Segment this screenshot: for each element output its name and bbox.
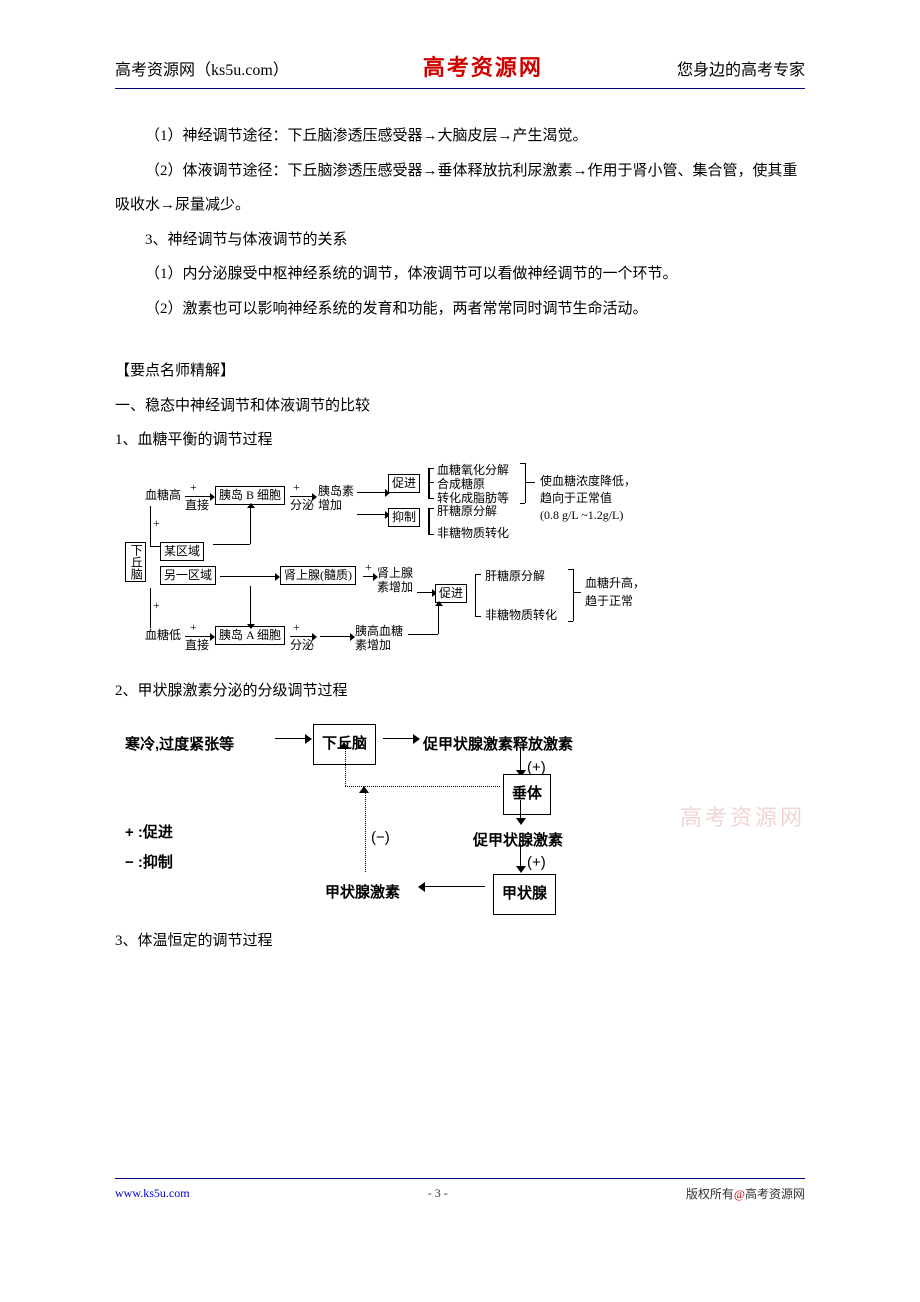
d2-cuts: 促甲状腺激素 [473, 824, 563, 859]
d1-arrow [150, 546, 160, 547]
d1-zhijie1: 直接 [185, 498, 209, 514]
d1-plus2: + [293, 480, 300, 496]
d2-cutsh: 促甲状腺激素释放激素 [423, 728, 573, 763]
d1-zhijie2: 直接 [185, 638, 209, 654]
d1-zengjia1: 增加 [318, 498, 342, 514]
d1-shidi: 使血糖浓度降低， [540, 474, 636, 490]
footer-copyright: 版权所有@高考资源网 [686, 1185, 805, 1202]
para-1: （1）神经调节途径：下丘脑渗透压感受器→大脑皮层→产生渴觉。 [115, 119, 805, 154]
d1-xuetangdi: 血糖低 [145, 628, 181, 644]
section-title-2: 一、稳态中神经调节和体液调节的比较 [115, 389, 805, 424]
watermark: 高考资源网 [680, 800, 805, 832]
d1-plus6: + [190, 620, 197, 636]
d1-ganfenjie1: 肝糖原分解 [437, 504, 497, 520]
d2-legend-minus: − :抑制 [125, 846, 173, 881]
d1-plus7: + [293, 620, 300, 636]
d1-range: (0.8 g/L ~1.2g/L) [540, 508, 623, 524]
para-5: （2）激素也可以影响神经系统的发育和功能，两者常常同时调节生命活动。 [115, 292, 805, 327]
d1-feitang2: 非糖物质转化 [485, 608, 557, 624]
section-title-1: 【要点名师精解】 [115, 354, 805, 389]
page-header: 高考资源网（ks5u.com） 高考资源网 您身边的高考专家 [115, 50, 805, 89]
d1-xiaqiunao: 下丘脑 [125, 542, 146, 582]
d1-quzheng: 趋于正常 [585, 594, 633, 610]
para-3: 3、神经调节与体液调节的关系 [115, 223, 805, 258]
d2-minus: (−) [371, 821, 390, 856]
d1-ganfenjie2: 肝糖原分解 [485, 569, 545, 585]
d1-xuetanggao: 血糖高 [145, 488, 181, 504]
d2-hanlen: 寒冷,过度紧张等 [125, 728, 234, 763]
d2-chuiti: 垂体 [503, 774, 551, 815]
d1-lingquyu: 另一区域 [160, 566, 216, 586]
footer-page-number: - 3 - [428, 1186, 448, 1201]
header-left: 高考资源网（ks5u.com） [115, 56, 289, 80]
d1-mouquyu: 某区域 [160, 542, 204, 562]
content: （1）神经调节途径：下丘脑渗透压感受器→大脑皮层→产生渴觉。 （2）体液调节途径… [115, 119, 805, 959]
diagram-blood-sugar: 血糖高 + 直接 胰岛 B 细胞 + 分泌 胰岛素 增加 促进 抑制 血糖氧化分… [115, 466, 805, 666]
d1-suzengjia2: 素增加 [355, 638, 391, 654]
d1-suzengjia: 素增加 [377, 580, 413, 596]
d1-fenmi1: 分泌 [290, 498, 314, 514]
d1-yizhi: 抑制 [388, 508, 420, 528]
d1-cujin1: 促进 [388, 474, 420, 494]
d1-shenggao: 血糖升高， [585, 576, 645, 592]
para-2: （2）体液调节途径：下丘脑渗透压感受器→垂体释放抗利尿激素→作用于肾小管、集合管… [115, 154, 805, 223]
d1-plus3: + [153, 516, 160, 532]
d1-plus4: + [153, 598, 160, 614]
d1-shenshang: 肾上腺(髓质) [280, 566, 356, 586]
d1-feitang1: 非糖物质转化 [437, 526, 509, 542]
heading-2: 2、甲状腺激素分泌的分级调节过程 [115, 674, 805, 709]
heading-1: 1、血糖平衡的调节过程 [115, 423, 805, 458]
page-footer: www.ks5u.com - 3 - 版权所有@高考资源网 [115, 1178, 805, 1202]
d1-quxiang: 趋向于正常值 [540, 491, 612, 507]
header-right: 您身边的高考专家 [677, 56, 805, 80]
header-center: 高考资源网 [423, 50, 543, 82]
d1-plus1: + [190, 480, 197, 496]
footer-url: www.ks5u.com [115, 1186, 190, 1201]
d1-fenmi2: 分泌 [290, 638, 314, 654]
d2-jiazx: 甲状腺 [493, 874, 556, 915]
d1-plus5: + [365, 560, 372, 576]
heading-3: 3、体温恒定的调节过程 [115, 924, 805, 959]
para-4: （1）内分泌腺受中枢神经系统的调节，体液调节可以看做神经调节的一个环节。 [115, 257, 805, 292]
d2-jiazxjs: 甲状腺激素 [325, 876, 400, 911]
